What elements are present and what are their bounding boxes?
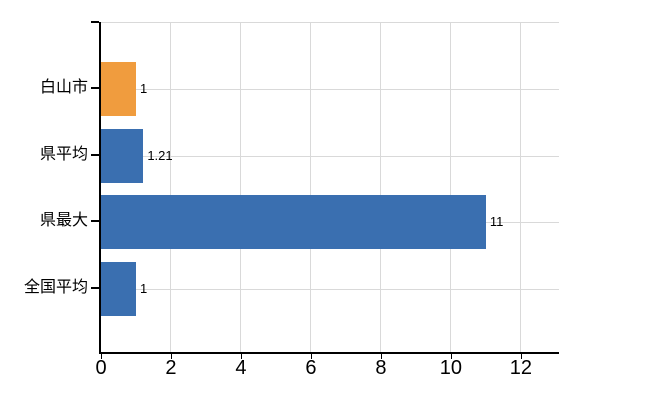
bar-value-label: 1	[139, 281, 148, 296]
bar-value-label: 1	[139, 81, 148, 96]
x-tick-label: 4	[235, 357, 247, 379]
vertical-gridline	[170, 23, 172, 352]
plot-area: 1 1.21 11 1	[101, 22, 559, 352]
x-axis-tick	[380, 354, 382, 359]
horizontal-gridline	[101, 89, 559, 90]
category-label: 県平均	[39, 145, 88, 163]
bar-1	[101, 62, 136, 116]
horizontal-gridline	[101, 289, 559, 290]
x-tick-label: 2	[165, 357, 177, 379]
bar-value-label: 1.21	[147, 147, 173, 163]
vertical-gridline	[450, 23, 452, 352]
y-axis-tick	[91, 220, 99, 223]
vertical-gridline	[520, 23, 522, 352]
x-axis-tick	[101, 354, 102, 359]
bar-3	[101, 195, 486, 250]
vertical-gridline	[240, 23, 242, 352]
category-label: 全国平均	[23, 279, 88, 296]
x-axis-tick	[240, 354, 242, 359]
x-tick-label: 8	[375, 357, 387, 379]
x-tick-label: 6	[305, 357, 317, 379]
y-axis-tick	[91, 153, 99, 156]
category-label: 県最大	[39, 212, 88, 230]
y-axis-tick	[91, 87, 99, 89]
vertical-gridline	[380, 23, 382, 352]
bar-2	[101, 128, 144, 183]
y-axis-tick	[91, 287, 99, 289]
y-axis-top-tick	[91, 21, 99, 23]
vertical-gridline	[310, 23, 312, 352]
x-axis-tick	[450, 354, 452, 359]
x-axis-line	[99, 352, 559, 354]
x-axis-tick	[520, 354, 522, 359]
x-axis-tick	[170, 354, 172, 359]
x-tick-label: 12	[509, 357, 532, 379]
x-tick-label: 0	[95, 357, 107, 379]
bar-4	[101, 262, 136, 316]
bar-value-label: 11	[489, 214, 504, 230]
x-axis-tick	[310, 354, 312, 359]
x-tick-label: 10	[439, 357, 462, 379]
horizontal-gridline	[101, 155, 559, 157]
y-axis-line	[99, 22, 101, 352]
category-label: 白山市	[39, 79, 88, 96]
